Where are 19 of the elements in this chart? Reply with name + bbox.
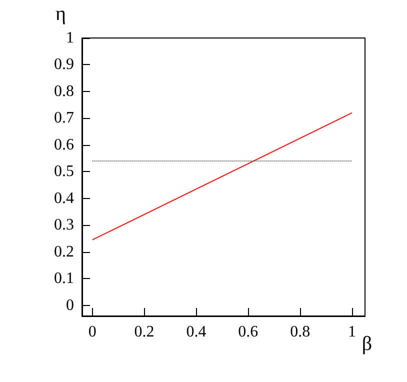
y-tick-label: 0.1 — [54, 270, 74, 288]
x-tick-label: 0.8 — [290, 324, 310, 340]
y-tick-label: 0.3 — [54, 216, 74, 234]
x-axis-title: β — [362, 333, 372, 355]
y-tick-label: 0.5 — [54, 163, 74, 180]
y-tick-label: 0 — [66, 296, 74, 314]
y-tick-label: 0.2 — [54, 243, 74, 260]
y-tick-label: 0.9 — [54, 56, 74, 74]
x-tick-label: 0 — [88, 324, 96, 340]
x-tick-label: 1 — [348, 324, 356, 340]
y-axis-title: η — [56, 3, 66, 25]
x-tick-label: 0.2 — [134, 324, 154, 340]
y-tick-label: 0.7 — [54, 110, 74, 127]
y-tick-label: 0.4 — [54, 190, 74, 207]
x-tick-label: 0.6 — [238, 324, 258, 340]
y-tick-label: 0.8 — [54, 82, 74, 100]
x-tick-label: 0.4 — [186, 324, 206, 340]
y-tick-label: 1 — [66, 30, 74, 46]
y-tick-label: 0.6 — [54, 136, 74, 154]
